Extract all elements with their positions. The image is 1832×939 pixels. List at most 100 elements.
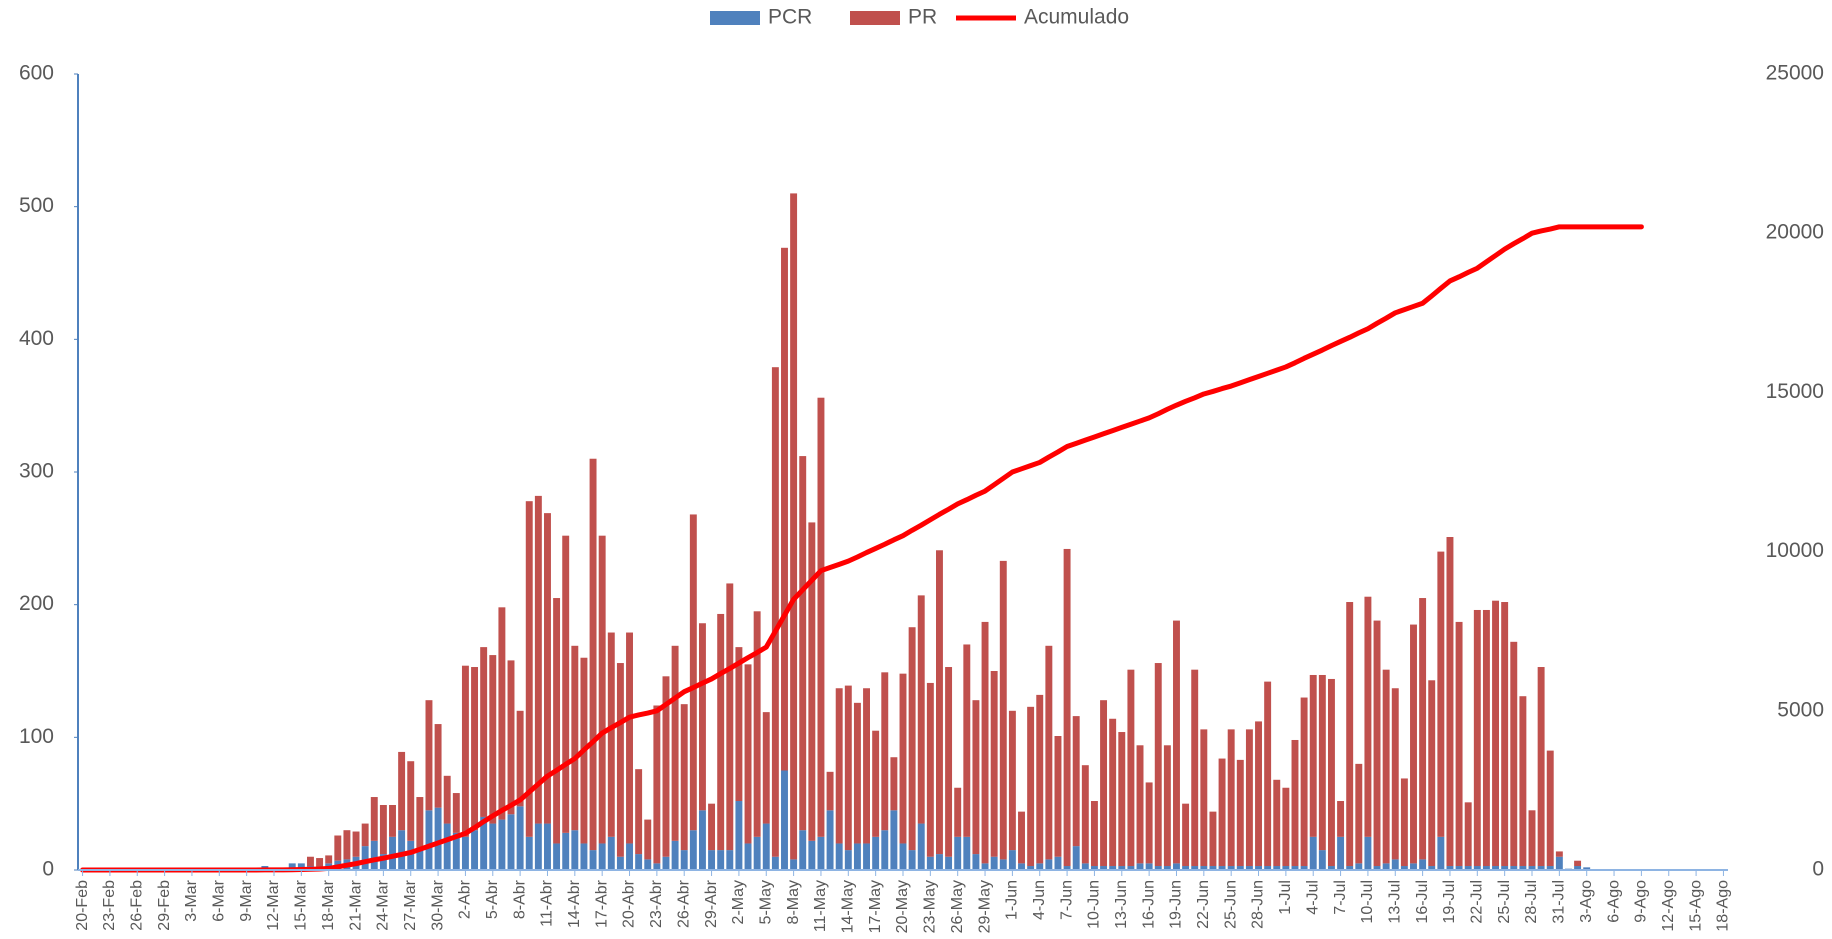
bar — [1300, 866, 1308, 870]
bar — [808, 840, 816, 870]
x-tick-label: 5-Abr — [484, 879, 501, 919]
bar — [1555, 856, 1563, 870]
bar — [1364, 596, 1372, 837]
bar — [1109, 718, 1117, 867]
bar — [525, 501, 533, 837]
bar — [1327, 866, 1335, 870]
bar — [452, 832, 460, 870]
bar — [1346, 602, 1354, 867]
bar — [1455, 866, 1463, 870]
bar — [1510, 641, 1518, 867]
bar — [744, 664, 752, 844]
bar — [1227, 866, 1235, 870]
bar — [680, 704, 688, 851]
bar — [1045, 859, 1053, 870]
bar — [1200, 866, 1208, 870]
bar — [1109, 866, 1117, 870]
bar — [498, 607, 506, 820]
bar — [1227, 729, 1235, 867]
bar — [963, 836, 971, 870]
x-tick-label: 16-Jul — [1414, 880, 1431, 924]
bar — [945, 856, 953, 870]
bar — [1127, 866, 1135, 870]
bar — [1236, 866, 1244, 870]
bar — [471, 667, 479, 831]
bar — [662, 856, 670, 870]
bar — [370, 840, 378, 870]
x-tick-label: 10-Jul — [1359, 880, 1376, 924]
bar — [963, 644, 971, 837]
bar — [1492, 866, 1500, 870]
bar — [1072, 846, 1080, 870]
bar — [1410, 863, 1417, 870]
bar — [1492, 600, 1500, 867]
bar — [999, 560, 1007, 860]
bar — [626, 632, 633, 844]
x-tick-label: 26-May — [949, 880, 966, 933]
bar — [507, 660, 515, 815]
bar — [1245, 866, 1253, 870]
x-tick-label: 14-Abr — [566, 879, 583, 928]
x-tick-label: 9-Mar — [238, 879, 255, 921]
bar — [1464, 866, 1472, 870]
bar — [1546, 750, 1554, 867]
bar — [434, 807, 442, 870]
bar — [434, 724, 442, 808]
bar — [562, 832, 570, 870]
bar — [1391, 859, 1399, 870]
bar — [334, 835, 342, 861]
bar — [297, 863, 305, 870]
bar — [945, 667, 953, 857]
bar — [972, 700, 980, 855]
bar — [1054, 856, 1062, 870]
bar — [708, 803, 716, 851]
bar — [389, 804, 396, 837]
bar — [1337, 836, 1345, 870]
bar — [835, 843, 843, 870]
bar — [1255, 866, 1262, 870]
bar — [1081, 863, 1089, 870]
bar — [1036, 694, 1044, 864]
bar — [1382, 863, 1390, 870]
bar — [598, 843, 606, 870]
bar — [689, 514, 697, 831]
x-tick-label: 27-Mar — [402, 879, 419, 930]
bar — [1546, 866, 1554, 870]
bar — [863, 688, 870, 844]
bar — [1027, 866, 1035, 870]
bar — [516, 710, 524, 807]
bar — [1282, 787, 1290, 867]
x-tick-label: 23-Abr — [648, 879, 665, 928]
legend-label: PR — [908, 6, 937, 29]
x-tick-label: 18-Ago — [1715, 880, 1732, 932]
bar — [379, 854, 387, 870]
bar — [626, 843, 633, 870]
x-tick-label: 15-Ago — [1687, 880, 1704, 932]
bar — [589, 850, 597, 870]
bar — [698, 810, 706, 870]
legend-label: Acumulado — [1024, 6, 1129, 29]
x-tick-label: 2-Abr — [457, 879, 474, 919]
bar — [1245, 729, 1253, 867]
bar — [1419, 859, 1427, 870]
bar — [1182, 803, 1190, 867]
bar — [890, 757, 898, 811]
bar — [1309, 836, 1317, 870]
bar — [1473, 609, 1481, 867]
bar — [1136, 745, 1144, 864]
bar — [1400, 866, 1408, 870]
bar — [826, 771, 834, 811]
bar — [1027, 706, 1035, 867]
bar — [443, 775, 451, 824]
bar — [1118, 732, 1126, 867]
x-tick-label: 20-Abr — [621, 879, 638, 928]
bar — [461, 665, 469, 837]
bar — [443, 823, 451, 870]
bar — [1100, 700, 1108, 867]
line — [80, 224, 1644, 873]
bar — [1127, 669, 1135, 867]
x-tick-label: 14-May — [840, 880, 857, 933]
bar — [653, 863, 661, 870]
bar — [1209, 811, 1217, 867]
x-tick-label: 3-Mar — [183, 879, 200, 921]
